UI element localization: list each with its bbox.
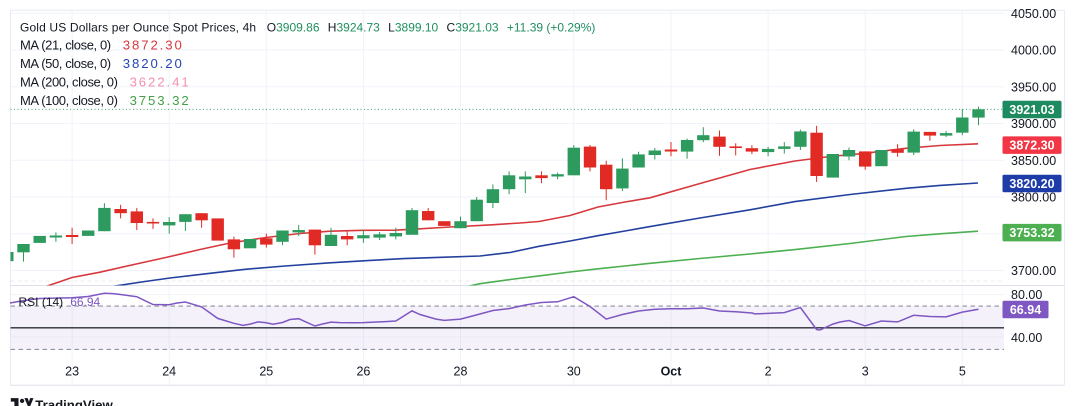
svg-text:MA (100, close, 0)3753.32: MA (100, close, 0) 3753.32 [20,93,191,108]
svg-text:30: 30 [567,365,581,379]
svg-text:MA (21, close, 0)3872.30: MA (21, close, 0) 3872.30 [20,37,184,52]
svg-text:3700.00: 3700.00 [1011,264,1056,278]
svg-text:Oct: Oct [661,365,683,379]
svg-text:26: 26 [356,365,370,379]
svg-text:23: 23 [65,365,79,379]
svg-text:3950.00: 3950.00 [1011,80,1056,94]
svg-text:3900.00: 3900.00 [1011,117,1056,131]
svg-text:25: 25 [259,365,273,379]
svg-text:3850.00: 3850.00 [1011,154,1056,168]
svg-text:3753.32: 3753.32 [1009,226,1054,240]
svg-text:3800.00: 3800.00 [1011,191,1056,205]
svg-text:24: 24 [162,365,176,379]
svg-text:TradingView: TradingView [35,397,113,406]
svg-text:28: 28 [454,365,468,379]
svg-text:MA (50, close, 0)3820.20: MA (50, close, 0) 3820.20 [20,56,184,71]
svg-text:2: 2 [765,365,772,379]
svg-text:Gold US Dollars per Ounce Spot: Gold US Dollars per Ounce Spot Prices, 4… [20,21,595,35]
svg-text:3: 3 [862,365,869,379]
svg-text:66.94: 66.94 [1010,303,1041,317]
svg-text:4000.00: 4000.00 [1011,44,1056,58]
svg-text:80.00: 80.00 [1011,288,1042,302]
svg-text:3820.20: 3820.20 [1009,177,1054,191]
svg-text:3921.03: 3921.03 [1009,103,1054,117]
svg-text:40.00: 40.00 [1011,331,1042,345]
svg-text:4050.00: 4050.00 [1011,7,1056,21]
svg-text:3872.30: 3872.30 [1009,139,1054,153]
svg-text:MA (200, close, 0)3622.41: MA (200, close, 0) 3622.41 [20,74,191,89]
svg-text:RSI (14)66.94: RSI (14) 66.94 [19,295,101,309]
svg-text:5: 5 [959,365,966,379]
